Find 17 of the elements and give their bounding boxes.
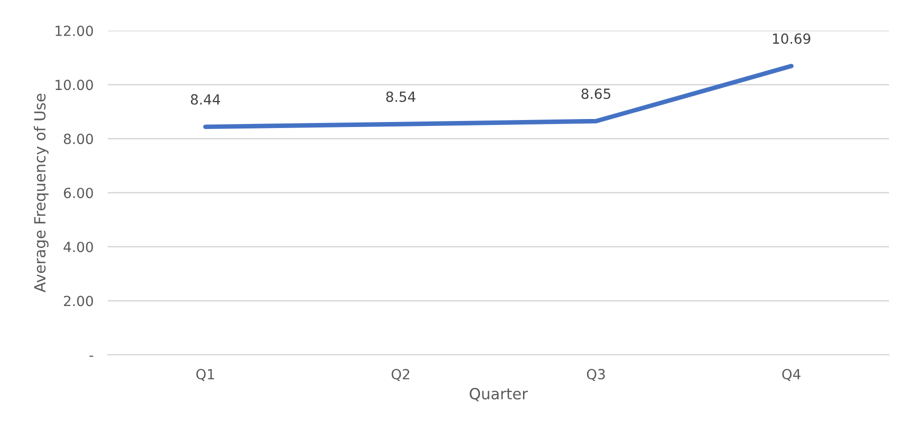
y-tick-label: 12.00 [56, 26, 93, 36]
x-tick-label: Q1 [196, 368, 214, 382]
y-tick-label: 8.00 [64, 134, 93, 144]
y-tick-label: 2.00 [64, 296, 93, 306]
x-tick-label: Q4 [782, 368, 800, 382]
data-label: 8.54 [386, 91, 416, 102]
y-tick-label: 4.00 [64, 242, 93, 252]
data-label: 8.44 [190, 94, 220, 105]
x-tick-label: Q2 [392, 368, 410, 382]
data-label: 8.65 [582, 88, 610, 100]
y-tick-label: 10.00 [56, 80, 93, 90]
x-axis-title: Quarter [470, 388, 528, 402]
y-tick-label: 6.00 [64, 188, 93, 198]
y-axis-title: Average Frequency of Use [34, 94, 49, 292]
data-label: 10.69 [773, 33, 810, 44]
y-tick-label: - [90, 356, 94, 357]
x-tick-label: Q3 [586, 368, 605, 382]
